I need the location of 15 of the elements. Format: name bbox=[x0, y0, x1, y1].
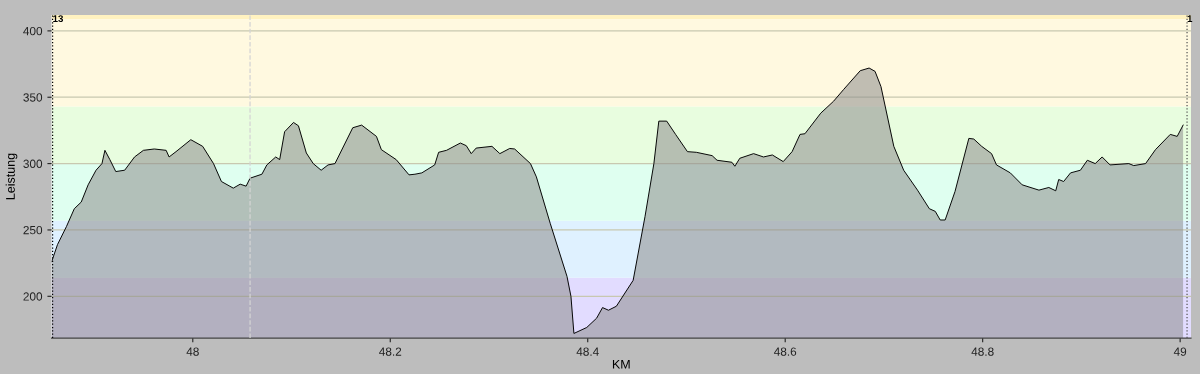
y-axis-title: Leistung bbox=[5, 153, 18, 200]
y-tick-label: 400 bbox=[23, 26, 43, 36]
x-tick-label: 48.8 bbox=[971, 347, 994, 356]
y-tick-label: 250 bbox=[23, 225, 43, 235]
annotation: 13 bbox=[53, 15, 64, 23]
x-axis-title: KM bbox=[612, 359, 630, 369]
x-tick-label: 48.4 bbox=[576, 347, 599, 356]
y-tick-label: 300 bbox=[23, 159, 43, 168]
x-tick-label: 48.6 bbox=[773, 347, 797, 356]
x-tick-label: 48 bbox=[186, 347, 199, 356]
x-tick-label: 48.2 bbox=[379, 347, 402, 356]
annotation: 1 bbox=[1187, 15, 1193, 23]
y-tick-label: 200 bbox=[23, 292, 43, 301]
x-tick-label: 49 bbox=[1173, 347, 1187, 356]
y-tick-label: 350 bbox=[23, 93, 43, 102]
